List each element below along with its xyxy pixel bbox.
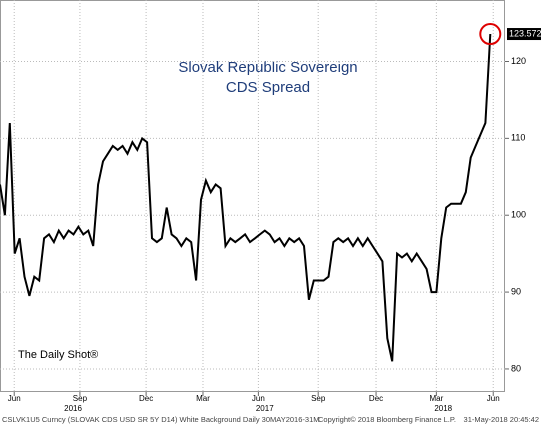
chart-title: CDS Spread — [226, 79, 310, 96]
data-line — [0, 33, 492, 362]
y-tick-label: 110 — [511, 133, 525, 143]
x-tick-label: Jun — [487, 394, 500, 403]
x-tick-label: Dec — [369, 394, 383, 403]
x-tick-label: Sep — [311, 394, 326, 403]
year-label: 2016 — [64, 404, 82, 413]
x-tick-label: Mar — [429, 394, 443, 403]
annotation: The Daily Shot® — [18, 349, 98, 361]
x-tick-label: Sep — [73, 394, 88, 403]
year-label: 2017 — [256, 404, 274, 413]
x-tick-label: Dec — [139, 394, 153, 403]
footer-left: CSLVK1U5 Curncy (SLOVAK CDS USD SR 5Y D1… — [2, 415, 320, 424]
x-tick-label: Mar — [196, 394, 210, 403]
y-tick-label: 90 — [511, 286, 521, 296]
plot-frame — [0, 0, 505, 392]
highlight-circle — [479, 23, 502, 46]
chart-title: Slovak Republic Sovereign — [178, 59, 357, 76]
footer-right: 31-May-2018 20:45:42 — [464, 415, 539, 424]
y-tick-label: 120 — [511, 56, 526, 66]
last-value-box — [507, 28, 541, 41]
last-value-label: 123.572 — [509, 28, 541, 38]
x-tick-label: Jun — [8, 394, 21, 403]
y-tick-label: 100 — [511, 210, 526, 220]
y-tick-label: 80 — [511, 363, 521, 373]
footer-middle: Copyright© 2018 Bloomberg Finance L.P. — [318, 415, 456, 424]
year-label: 2018 — [434, 404, 452, 413]
x-tick-label: Jun — [252, 394, 265, 403]
